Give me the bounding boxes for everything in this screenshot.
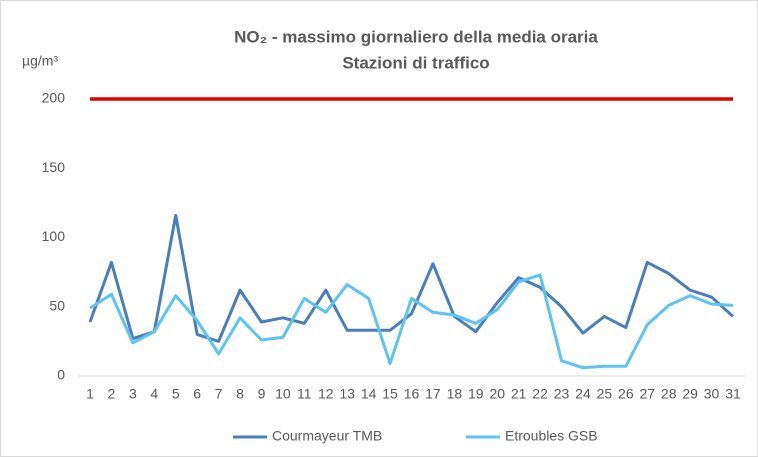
legend-label: Courmayeur TMB <box>272 428 382 444</box>
x-tick-label: 29 <box>682 386 698 402</box>
y-tick-label: 200 <box>42 90 66 106</box>
x-tick-label: 20 <box>489 386 505 402</box>
y-tick-label: 50 <box>49 297 65 313</box>
x-tick-label: 6 <box>193 386 201 402</box>
x-tick-label: 7 <box>215 386 223 402</box>
series-line <box>89 273 734 370</box>
x-tick-label: 28 <box>661 386 677 402</box>
y-tick-label: 0 <box>57 367 65 383</box>
x-tick-label: 21 <box>511 386 527 402</box>
series-line <box>88 213 735 343</box>
chart-subtitle: Stazioni di traffico <box>342 53 489 72</box>
x-tick-label: 22 <box>532 386 548 402</box>
chart-title: NO₂ - massimo giornaliero della media or… <box>234 27 598 46</box>
x-tick-label: 10 <box>275 386 291 402</box>
x-tick-label: 5 <box>172 386 180 402</box>
x-tick-label: 26 <box>618 386 634 402</box>
x-tick-label: 13 <box>339 386 355 402</box>
x-tick-label: 24 <box>575 386 591 402</box>
x-tick-label: 23 <box>554 386 570 402</box>
x-tick-label: 31 <box>725 386 741 402</box>
x-tick-label: 4 <box>150 386 158 402</box>
x-tick-label: 16 <box>404 386 420 402</box>
y-tick-label: 100 <box>42 228 66 244</box>
x-tick-label: 17 <box>425 386 441 402</box>
y-tick-label: 150 <box>42 159 66 175</box>
x-tick-label: 8 <box>236 386 244 402</box>
x-tick-label: 19 <box>468 386 484 402</box>
x-tick-label: 9 <box>258 386 266 402</box>
x-tick-label: 27 <box>639 386 655 402</box>
x-tick-label: 12 <box>318 386 334 402</box>
x-tick-label: 2 <box>108 386 116 402</box>
x-tick-label: 11 <box>297 386 312 402</box>
x-tick-label: 18 <box>447 386 463 402</box>
x-tick-label: 25 <box>597 386 613 402</box>
legend-label: Etroubles GSB <box>505 428 598 444</box>
y-axis-label: µg/m³ <box>22 53 58 69</box>
x-tick-label: 30 <box>704 386 720 402</box>
x-tick-label: 3 <box>129 386 137 402</box>
x-tick-label: 1 <box>86 386 94 402</box>
x-tick-label: 14 <box>361 386 377 402</box>
x-tick-label: 15 <box>382 386 398 402</box>
